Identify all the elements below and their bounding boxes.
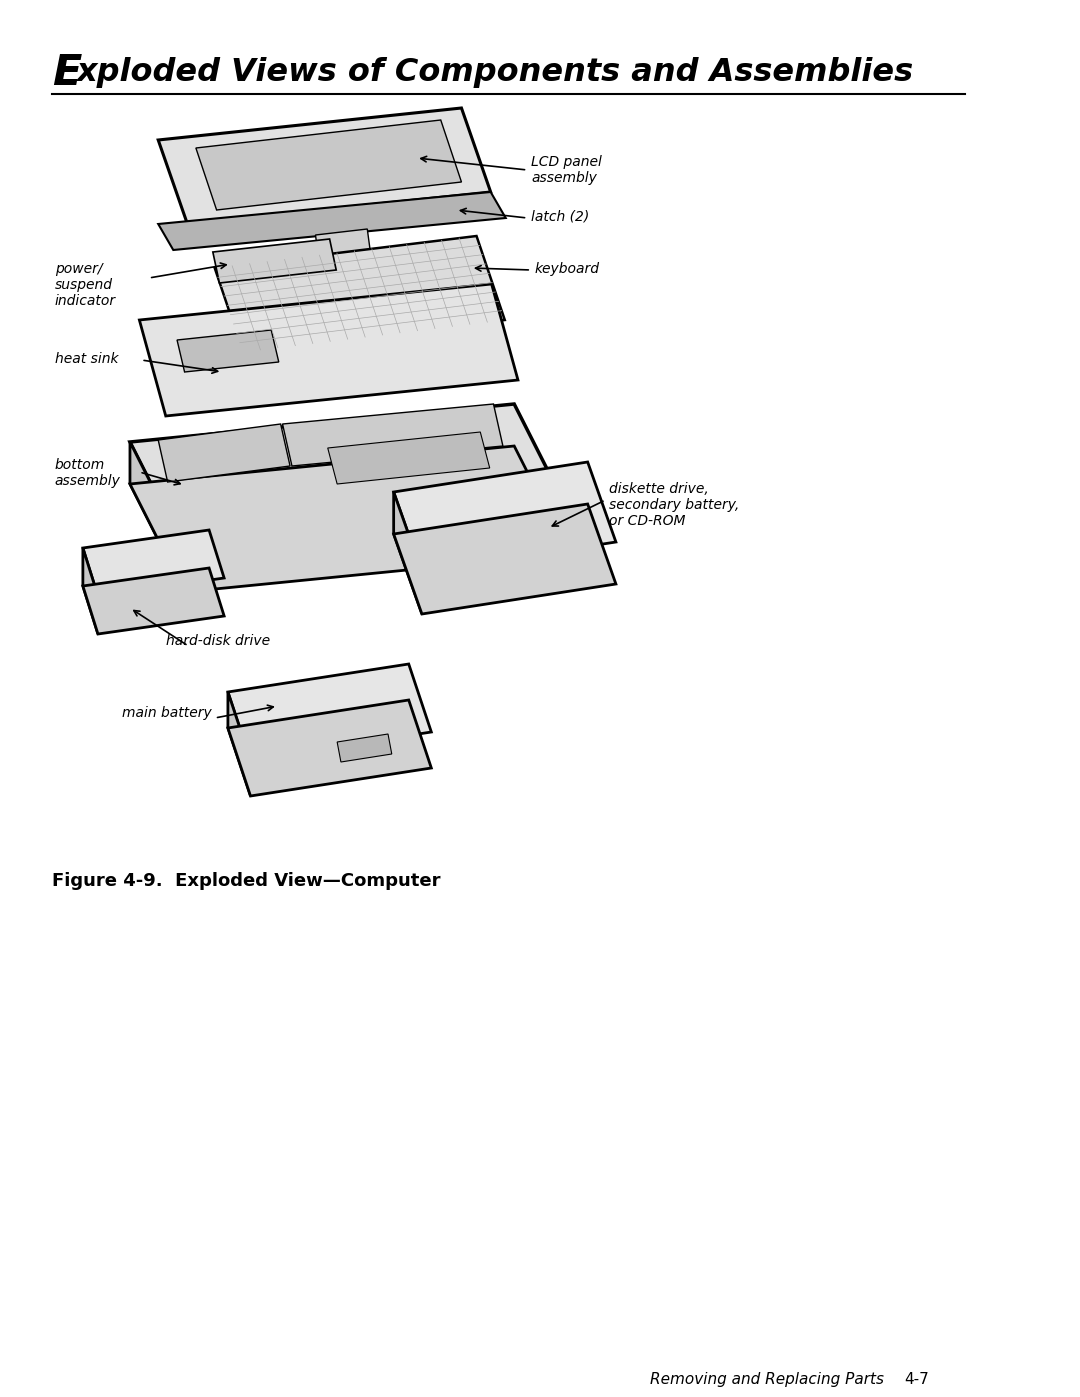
Polygon shape [83, 569, 225, 634]
Polygon shape [139, 284, 518, 416]
Polygon shape [130, 404, 569, 550]
Polygon shape [315, 229, 370, 256]
Text: Removing and Replacing Parts: Removing and Replacing Parts [650, 1372, 883, 1387]
Polygon shape [213, 239, 336, 284]
Polygon shape [158, 425, 291, 482]
Polygon shape [158, 108, 490, 224]
Polygon shape [393, 504, 616, 615]
Text: E: E [52, 52, 81, 94]
Polygon shape [83, 548, 98, 634]
Text: main battery: main battery [122, 705, 212, 719]
Text: diskette drive,
secondary battery,
or CD-ROM: diskette drive, secondary battery, or CD… [609, 482, 740, 528]
Polygon shape [337, 733, 392, 761]
Polygon shape [130, 446, 569, 592]
Polygon shape [195, 120, 461, 210]
Text: heat sink: heat sink [55, 352, 118, 366]
Polygon shape [393, 492, 422, 615]
Polygon shape [83, 529, 225, 597]
Polygon shape [393, 462, 616, 571]
Text: latch (2): latch (2) [531, 210, 590, 224]
Polygon shape [283, 404, 503, 467]
Polygon shape [177, 330, 279, 372]
Text: Figure 4-9.  Exploded View—Computer: Figure 4-9. Exploded View—Computer [52, 872, 441, 890]
Polygon shape [130, 441, 185, 592]
Polygon shape [215, 236, 504, 352]
Polygon shape [158, 191, 505, 250]
Polygon shape [228, 692, 251, 796]
Polygon shape [228, 700, 431, 796]
Text: power/
suspend
indicator: power/ suspend indicator [55, 263, 116, 309]
Polygon shape [327, 432, 489, 483]
Text: keyboard: keyboard [535, 263, 599, 277]
Text: LCD panel
assembly: LCD panel assembly [531, 155, 602, 186]
Text: hard-disk drive: hard-disk drive [165, 634, 270, 648]
Text: bottom
assembly: bottom assembly [55, 458, 121, 488]
Polygon shape [228, 664, 431, 760]
Text: xploded Views of Components and Assemblies: xploded Views of Components and Assembli… [77, 57, 914, 88]
Text: 4-7: 4-7 [904, 1372, 929, 1387]
